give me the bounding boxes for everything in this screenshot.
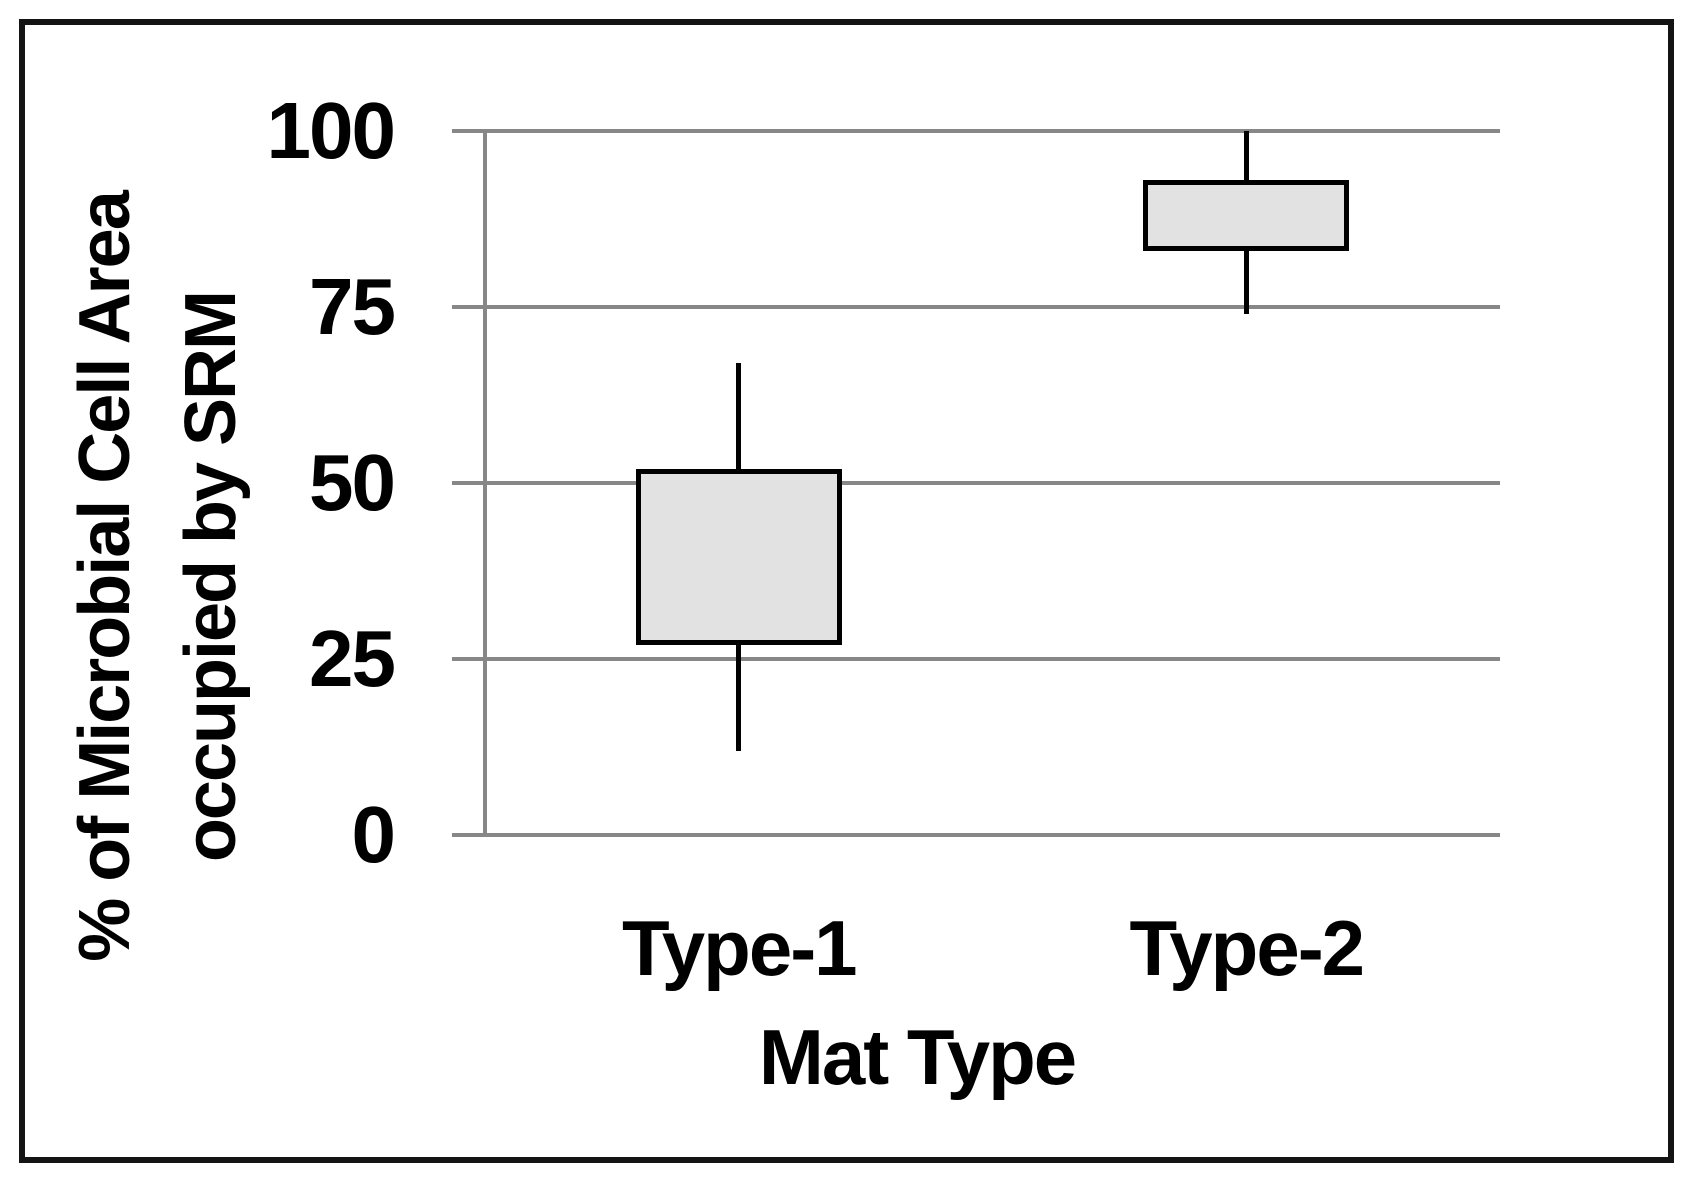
y-tick-label-75: 75: [309, 262, 396, 351]
y-tick-label-50: 50: [309, 438, 396, 527]
y-tick-label-25: 25: [309, 614, 396, 703]
box-whisker-bottom: [736, 644, 742, 751]
x-axis-title: Mat Type: [758, 1013, 1077, 1101]
box-whisker-top: [1243, 131, 1249, 181]
gridline-y-0: [452, 833, 1500, 837]
y-axis-title-line1: % of Microbial Cell Area: [65, 192, 145, 962]
y-tick-label-0: 0: [351, 790, 397, 879]
x-category-label-Type-2: Type-2: [1129, 904, 1365, 992]
gridline-y-25: [452, 657, 1500, 661]
box-Type-1: [635, 468, 842, 645]
chart-frame: [19, 19, 1674, 1163]
box-Type-2: [1143, 180, 1350, 251]
y-axis-line: [483, 129, 487, 837]
gridline-y-75: [452, 305, 1500, 309]
gridline-y-100: [452, 129, 1500, 133]
box-whisker-bottom: [1243, 250, 1249, 315]
gridline-y-50: [452, 481, 1500, 485]
box-whisker-top: [736, 363, 742, 469]
x-category-label-Type-1: Type-1: [621, 904, 858, 992]
y-axis-title: % of Microbial Cell Area occupied by SRM: [52, 27, 264, 1127]
y-axis-title-line2: occupied by SRM: [171, 291, 251, 863]
y-tick-label-100: 100: [266, 86, 396, 175]
